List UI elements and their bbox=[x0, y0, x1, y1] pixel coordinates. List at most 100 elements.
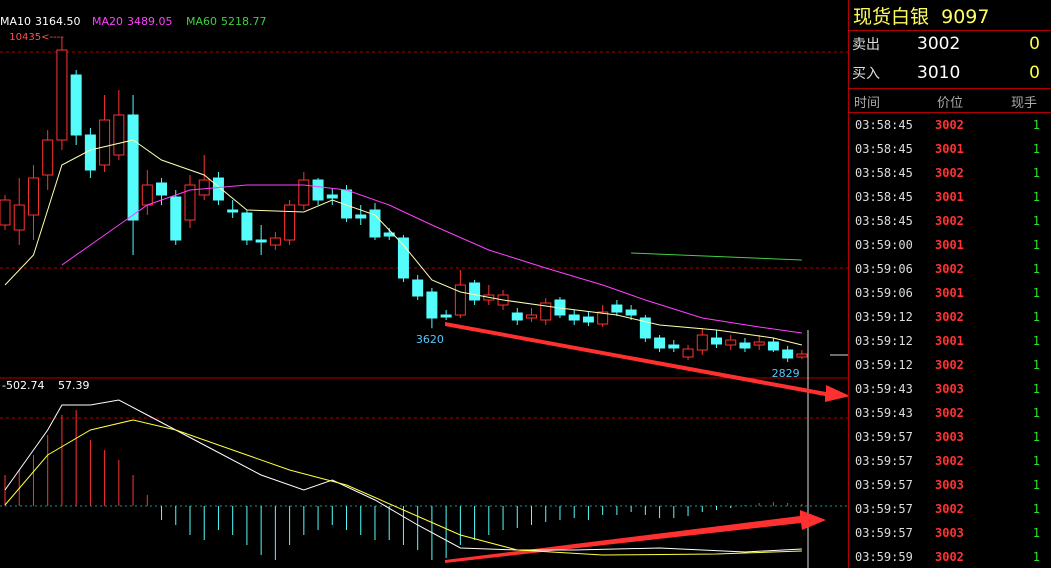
volume: 1 bbox=[1032, 190, 1040, 204]
legend-entry: MA60 5218.77 bbox=[186, 15, 267, 28]
price: 3002 bbox=[935, 502, 964, 516]
volume: 1 bbox=[1032, 526, 1040, 540]
volume: 1 bbox=[1032, 262, 1040, 276]
trade-row: 03:59:57 3002 1 bbox=[849, 497, 1051, 521]
price: 3002 bbox=[935, 166, 964, 180]
candle-body bbox=[284, 204, 296, 241]
label: 卖出 bbox=[852, 37, 880, 53]
volume: 1 bbox=[1032, 310, 1040, 324]
candle-body bbox=[227, 209, 239, 213]
trade-row: 03:59:43 3002 1 bbox=[849, 401, 1051, 425]
time: 03:59:43 bbox=[855, 382, 913, 396]
volume: 1 bbox=[1032, 382, 1040, 396]
trade-row: 03:59:59 3002 1 bbox=[849, 545, 1051, 568]
trade-row: 03:58:45 3002 1 bbox=[849, 161, 1051, 185]
candle-body bbox=[312, 179, 324, 201]
candle-body bbox=[212, 177, 224, 201]
buy-row: 买入 3010 0 bbox=[849, 60, 1051, 88]
low-label: 2829 bbox=[772, 367, 800, 380]
time: 03:58:45 bbox=[855, 166, 913, 180]
legend-name: MA20 bbox=[92, 15, 123, 28]
candle-body bbox=[269, 237, 281, 246]
legend-entry: MA20 3489.05 bbox=[92, 15, 173, 28]
trade-row: 03:59:57 3003 1 bbox=[849, 425, 1051, 449]
time: 03:59:12 bbox=[855, 310, 913, 324]
price: 3001 bbox=[935, 334, 964, 348]
candle-body bbox=[526, 314, 538, 319]
trade-row: 03:59:12 3001 1 bbox=[849, 329, 1051, 353]
candle-body bbox=[469, 282, 481, 301]
volume: 0 bbox=[1029, 34, 1040, 54]
time: 03:59:12 bbox=[855, 334, 913, 348]
ma-line bbox=[4, 139, 803, 346]
candle-body bbox=[767, 341, 779, 351]
column-header: 时间 bbox=[854, 96, 881, 111]
trade-row: 03:59:00 3001 1 bbox=[849, 233, 1051, 257]
chart: MA10 3164.50 MA20 3489.05 MA60 5218.77 3620 282… bbox=[0, 15, 848, 568]
price: 3002 bbox=[935, 310, 964, 324]
quote-title: 现货白银 9097 bbox=[853, 2, 989, 29]
time: 03:59:59 bbox=[855, 550, 913, 564]
trade-row: 03:59:06 3002 1 bbox=[849, 257, 1051, 281]
volume: 1 bbox=[1032, 286, 1040, 300]
candle-body bbox=[42, 139, 54, 176]
price: 3001 bbox=[935, 286, 964, 300]
macd-readout: 57.39 bbox=[58, 379, 90, 392]
candle-body bbox=[582, 316, 594, 323]
candle-body bbox=[625, 309, 637, 316]
candle-body bbox=[668, 344, 680, 349]
volume: 1 bbox=[1032, 214, 1040, 228]
candle-body bbox=[639, 317, 651, 339]
candle-body bbox=[13, 204, 25, 231]
time: 03:59:57 bbox=[855, 478, 913, 492]
candle-body bbox=[426, 291, 438, 319]
candle-body bbox=[397, 237, 409, 279]
price: 3003 bbox=[935, 526, 964, 540]
time: 03:59:12 bbox=[855, 358, 913, 372]
candle-body bbox=[255, 239, 267, 243]
candle-body bbox=[711, 337, 722, 345]
macd-line bbox=[4, 399, 802, 553]
column-header: 现手 bbox=[1011, 96, 1038, 111]
candle-body bbox=[654, 337, 666, 349]
price: 3003 bbox=[935, 382, 964, 396]
candle-body bbox=[412, 279, 424, 297]
time: 03:58:45 bbox=[855, 214, 913, 228]
legend-entry: MA10 3164.50 bbox=[0, 15, 81, 28]
volume: 1 bbox=[1032, 454, 1040, 468]
time: 03:59:57 bbox=[855, 526, 913, 540]
volume: 1 bbox=[1032, 142, 1040, 156]
price: 3002 bbox=[935, 214, 964, 228]
separator bbox=[849, 30, 1051, 31]
volume: 1 bbox=[1032, 334, 1040, 348]
column-header: 价位 bbox=[937, 96, 964, 111]
volume: 1 bbox=[1032, 118, 1040, 132]
volume: 1 bbox=[1032, 502, 1040, 516]
trade-row: 03:59:43 3003 1 bbox=[849, 377, 1051, 401]
low-label: 3620 bbox=[416, 333, 444, 346]
price: 3002 bbox=[935, 358, 964, 372]
time: 03:59:43 bbox=[855, 406, 913, 420]
candle-body bbox=[70, 74, 82, 136]
trade-row: 03:59:12 3002 1 bbox=[849, 305, 1051, 329]
trade-row: 03:58:45 3001 1 bbox=[849, 185, 1051, 209]
price: 3002 bbox=[935, 454, 964, 468]
volume: 1 bbox=[1032, 478, 1040, 492]
volume: 1 bbox=[1032, 550, 1040, 564]
candle-body bbox=[383, 232, 395, 237]
candle-body bbox=[511, 312, 523, 321]
candle-body bbox=[568, 314, 580, 321]
high-label: 10435<---- bbox=[9, 32, 64, 43]
candle-body bbox=[597, 311, 609, 325]
trade-row: 03:58:45 3001 1 bbox=[849, 137, 1051, 161]
candle-body bbox=[682, 348, 694, 358]
price: 3010 bbox=[917, 63, 961, 83]
candle-body bbox=[369, 209, 381, 238]
price: 3001 bbox=[935, 238, 964, 252]
legend-value: 3489.05 bbox=[127, 15, 173, 28]
trend-arrow bbox=[445, 322, 848, 402]
time: 03:59:06 bbox=[855, 286, 913, 300]
trade-row: 03:59:57 3002 1 bbox=[849, 449, 1051, 473]
candle-body bbox=[753, 341, 765, 346]
